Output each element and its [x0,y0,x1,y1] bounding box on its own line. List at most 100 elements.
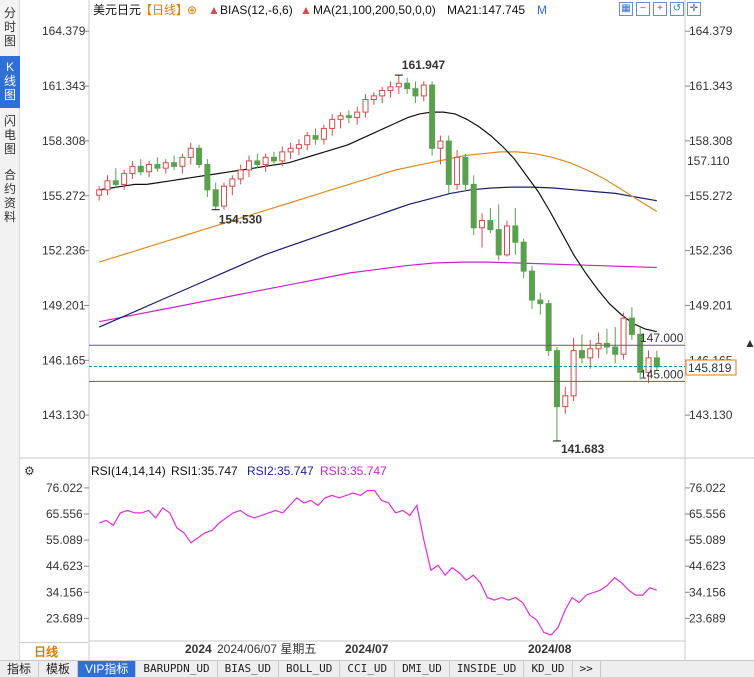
price-tick-left: 155.272 [42,189,86,203]
candle-body [620,317,627,355]
candle-body [279,151,286,162]
candle-body [379,89,386,97]
indicator-tab-inside-ud[interactable]: INSIDE_UD [450,661,525,677]
candle-body [545,303,552,352]
side-tab-contract[interactable]: 合约资料 [3,168,16,224]
zoom-out-icon[interactable]: − [636,2,650,16]
grid-icon[interactable]: ▦ [619,2,633,16]
candle-body [329,118,336,129]
candle-body [495,229,502,256]
ma-params: MA(21,100,200,50,0,0) [313,3,436,17]
indicator-tab-cci-ud[interactable]: CCI_UD [340,661,396,677]
candle-body [520,241,527,272]
price-tick-right: 161.343 [689,79,733,93]
candle-body [587,348,594,359]
level-label-lower: 145.000 [640,367,684,381]
candle-body [470,183,477,229]
indicator-tab-boll-ud[interactable]: BOLL_UD [279,661,341,677]
side-tab-timeshare[interactable]: 分时图 [3,6,16,48]
x-label-august: 2024/08 [528,642,572,656]
candle-body [187,147,194,158]
last-price-marker-icon: ▲ [744,336,754,350]
rsi2-value: RSI2:35.747 [247,464,314,478]
rsi-tick-right: 44.623 [689,559,726,573]
rsi-tick-right: 55.089 [689,533,726,547]
indicator-tab-指标[interactable]: 指标 [0,661,40,677]
rsi-settings-icon[interactable]: ⚙ [24,464,35,478]
candle-body [129,165,136,175]
low-annotation-august: 141.683 [561,442,605,456]
candle-body [437,140,444,149]
candle-body [221,185,228,207]
rsi-tick-left: 65.556 [46,507,83,521]
last-price-badge: 145.819 [688,361,732,375]
ma100-line [98,186,657,328]
indicator-tab-模板[interactable]: 模板 [39,661,79,677]
candle-body [229,178,236,187]
indicator-dropdown-icon[interactable]: ▲ [208,3,220,17]
ma21-value: MA21:147.745 [447,3,525,17]
rsi-tick-left: 34.156 [46,585,83,599]
last-price-badge-bg [685,359,737,376]
rsi3-value: RSI3:35.747 [320,464,387,478]
candle-body [179,156,186,167]
candle-body [146,164,153,173]
indicator-tab-dmi-ud[interactable]: DMI_UD [395,661,450,677]
indicator-tab-kd-ud[interactable]: KD_UD [524,661,573,677]
rsi-tick-left: 44.623 [46,559,83,573]
side-tab-lightning[interactable]: 闪电图 [3,114,16,156]
candle-body [570,350,577,397]
rsi-tick-right: 76.022 [689,481,726,495]
crosshair-icon[interactable]: ✛ [687,2,701,16]
rsi1-value: RSI1:35.747 [171,464,238,478]
indicator-tab--[interactable]: >> [573,661,601,677]
period-tab[interactable]: 日线 [20,642,88,660]
price-tick-left: 143.130 [42,408,86,422]
price-levels: 147.000 145.000 [89,331,685,382]
candle-body [245,160,252,171]
candle-body [462,156,469,185]
candle-body [454,156,461,185]
zoom-in-icon[interactable]: + [653,2,667,16]
moving-average-lines [98,111,658,333]
high-annotation: 161.947 [402,58,446,72]
ma-dropdown-icon[interactable]: ▲ [300,3,312,17]
price-tick-right: 155.272 [689,189,733,203]
m-label[interactable]: M [537,3,547,17]
rsi-tick-right: 34.156 [689,585,726,599]
candle-body [537,299,544,305]
indicator-tab-bias-ud[interactable]: BIAS_UD [218,661,279,677]
rsi-tick-left: 76.022 [46,481,83,495]
price-tick-right: 149.201 [689,298,733,312]
candlestick-series [96,74,660,442]
symbol-name: 美元日元 [93,3,141,17]
price-tick-right: 152.236 [689,244,733,258]
rsi-tick-right: 23.689 [689,611,726,625]
ma200-line [99,261,657,323]
x-label-july: 2024/07 [345,642,389,656]
indicator-tab-barupdn-ud[interactable]: BARUPDN_UD [136,661,218,677]
toolbar-icons: ▦ − + ↺ ✛ [619,2,701,16]
candle-body [578,350,585,359]
candle-body [212,189,219,207]
settings-icon[interactable]: ⊕ [187,3,197,17]
level-label-upper: 147.000 [640,331,684,345]
indicator-tab-vip指标[interactable]: VIP指标 [78,661,137,677]
price-axis: 164.379 164.379 161.343 161.343 158.308 158.3… [42,24,733,422]
candle-body [628,317,635,335]
rsi-title: RSI(14,14,14) [91,464,166,478]
candle-body [171,162,178,167]
candle-body [162,162,169,169]
candle-body [412,88,419,97]
restore-icon[interactable]: ↺ [670,2,684,16]
candle-body [387,86,394,91]
rsi-tick-left: 55.089 [46,533,83,547]
candle-body [637,333,644,373]
price-tick-right: 143.130 [689,408,733,422]
candle-body [270,156,277,162]
rsi-tick-right: 65.556 [689,507,726,521]
candle-body [196,147,203,166]
